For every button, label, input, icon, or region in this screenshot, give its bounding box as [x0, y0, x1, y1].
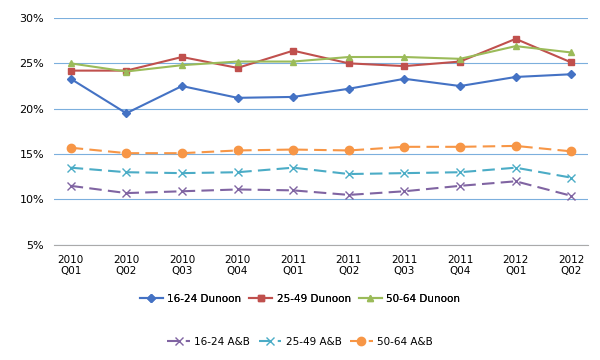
- 25-49 A&B: [457, 170, 464, 174]
- 16-24 A&B: [401, 189, 408, 193]
- 16-24 A&B: [457, 184, 464, 188]
- 25-49 A&B: [512, 166, 519, 170]
- 25-49 Dunoon: [178, 55, 185, 59]
- 50-64 A&B: [290, 147, 297, 152]
- 25-49 Dunoon: [457, 59, 464, 64]
- Line: 25-49 A&B: 25-49 A&B: [67, 163, 575, 182]
- 16-24 Dunoon: [457, 84, 464, 88]
- 16-24 A&B: [512, 179, 519, 184]
- 16-24 Dunoon: [401, 77, 408, 81]
- 25-49 A&B: [178, 171, 185, 175]
- 16-24 Dunoon: [178, 84, 185, 88]
- 50-64 A&B: [512, 144, 519, 148]
- Line: 16-24 Dunoon: 16-24 Dunoon: [68, 72, 574, 116]
- 50-64 A&B: [123, 151, 130, 155]
- 25-49 Dunoon: [67, 68, 74, 73]
- 16-24 A&B: [568, 194, 575, 198]
- 25-49 A&B: [67, 166, 74, 170]
- 25-49 Dunoon: [568, 60, 575, 64]
- 50-64 A&B: [401, 145, 408, 149]
- 50-64 Dunoon: [234, 59, 241, 64]
- 50-64 Dunoon: [67, 61, 74, 66]
- 25-49 A&B: [290, 166, 297, 170]
- Legend: 16-24 A&B, 25-49 A&B, 50-64 A&B: 16-24 A&B, 25-49 A&B, 50-64 A&B: [163, 333, 437, 351]
- 50-64 Dunoon: [123, 69, 130, 74]
- 50-64 Dunoon: [457, 57, 464, 61]
- 50-64 Dunoon: [345, 55, 352, 59]
- 50-64 A&B: [178, 151, 185, 155]
- Line: 50-64 Dunoon: 50-64 Dunoon: [67, 42, 575, 75]
- 16-24 Dunoon: [345, 87, 352, 91]
- 16-24 Dunoon: [568, 72, 575, 76]
- 25-49 A&B: [123, 170, 130, 174]
- 50-64 A&B: [345, 148, 352, 153]
- 25-49 Dunoon: [512, 37, 519, 41]
- 16-24 Dunoon: [67, 77, 74, 81]
- 16-24 Dunoon: [290, 95, 297, 99]
- 25-49 A&B: [234, 170, 241, 174]
- 16-24 Dunoon: [123, 111, 130, 116]
- 16-24 A&B: [123, 191, 130, 195]
- Line: 16-24 A&B: 16-24 A&B: [67, 177, 575, 200]
- 50-64 Dunoon: [512, 44, 519, 48]
- 50-64 Dunoon: [568, 50, 575, 55]
- 25-49 Dunoon: [345, 61, 352, 66]
- 50-64 Dunoon: [178, 63, 185, 67]
- Legend: 16-24 Dunoon, 25-49 Dunoon, 50-64 Dunoon: 16-24 Dunoon, 25-49 Dunoon, 50-64 Dunoon: [136, 290, 464, 308]
- 16-24 Dunoon: [512, 75, 519, 79]
- 25-49 Dunoon: [234, 66, 241, 70]
- Line: 50-64 A&B: 50-64 A&B: [67, 142, 575, 157]
- 16-24 A&B: [290, 188, 297, 193]
- 50-64 A&B: [234, 148, 241, 153]
- 50-64 A&B: [67, 145, 74, 150]
- 16-24 A&B: [345, 193, 352, 197]
- 50-64 A&B: [457, 145, 464, 149]
- 50-64 Dunoon: [401, 55, 408, 59]
- 50-64 A&B: [568, 149, 575, 153]
- 50-64 Dunoon: [290, 59, 297, 64]
- 25-49 Dunoon: [401, 64, 408, 68]
- 25-49 Dunoon: [290, 49, 297, 53]
- 16-24 A&B: [234, 187, 241, 192]
- 25-49 Dunoon: [123, 68, 130, 73]
- 16-24 A&B: [178, 189, 185, 193]
- Line: 25-49 Dunoon: 25-49 Dunoon: [68, 36, 574, 73]
- 16-24 A&B: [67, 184, 74, 188]
- 25-49 A&B: [401, 171, 408, 175]
- 25-49 A&B: [568, 176, 575, 180]
- 16-24 Dunoon: [234, 96, 241, 100]
- 25-49 A&B: [345, 172, 352, 176]
